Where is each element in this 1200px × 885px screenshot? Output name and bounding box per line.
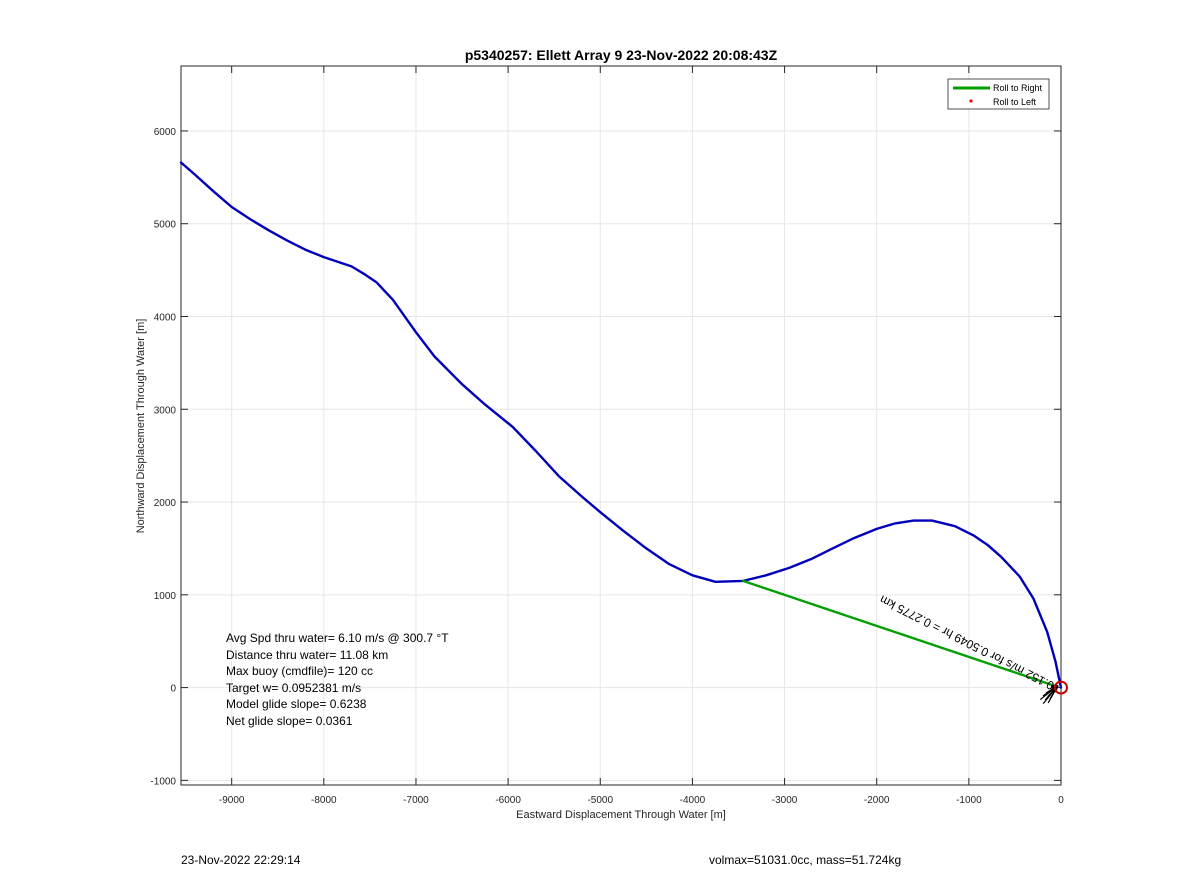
x-tick-label: -2000: [864, 795, 890, 806]
x-tick-label: -9000: [219, 795, 245, 806]
footer-volmax-mass: volmax=51031.0cc, mass=51.724kg: [709, 853, 901, 867]
x-tick-label: -5000: [587, 795, 613, 806]
x-axis-label: Eastward Displacement Through Water [m]: [516, 809, 726, 821]
y-tick-label: -1000: [150, 776, 176, 787]
end-position-marker: [1054, 680, 1068, 695]
net-glide-slope-text: Net glide slope= 0.0361: [226, 714, 353, 728]
x-tick-label: -4000: [680, 795, 706, 806]
target-w-text: Target w= 0.0952381 m/s: [226, 681, 361, 695]
x-tick-label: -8000: [311, 795, 337, 806]
footer-timestamp: 23-Nov-2022 22:29:14: [181, 853, 301, 867]
y-tick-label: 0: [170, 684, 176, 695]
x-tick-label: -6000: [495, 795, 521, 806]
y-tick-label: 2000: [154, 498, 177, 509]
distance-text: Distance thru water= 11.08 km: [226, 648, 388, 662]
trajectory-line: [179, 161, 1063, 689]
vector-label: 0.152 m/s for 0.5049 hr = 0.2775 km: [877, 592, 1056, 692]
model-glide-slope-text: Model glide slope= 0.6238: [226, 697, 367, 711]
axis-ticks: -9000 -8000 -7000 -6000 -5000 -4000 -3000 -2000…: [150, 66, 1064, 806]
legend-swatch-roll-left: [969, 99, 973, 103]
grid: [181, 66, 1062, 785]
legend: Roll to Right Roll to Left: [947, 78, 1050, 110]
y-tick-label: 1000: [154, 591, 177, 602]
legend-label-roll-left: Roll to Left: [993, 97, 1037, 107]
y-tick-label: 3000: [154, 405, 177, 416]
y-tick-label: 5000: [154, 220, 177, 231]
x-tick-label: -3000: [772, 795, 798, 806]
x-tick-label: -1000: [956, 795, 982, 806]
y-tick-label: 6000: [154, 127, 177, 138]
chart-title: p5340257: Ellett Array 9 23-Nov-2022 20:…: [465, 47, 778, 63]
avg-speed-text: Avg Spd thru water= 6.10 m/s @ 300.7 °T: [226, 631, 449, 645]
max-buoy-text: Max buoy (cmdfile)= 120 cc: [226, 664, 373, 678]
x-tick-label: 0: [1058, 795, 1064, 806]
y-tick-label: 4000: [154, 312, 177, 323]
series-layer: [179, 161, 1063, 689]
plot-frame: [180, 65, 1062, 786]
stats-annotation: Avg Spd thru water= 6.10 m/s @ 300.7 °T …: [226, 631, 449, 728]
legend-label-roll-right: Roll to Right: [993, 83, 1043, 93]
legend-box: [947, 78, 1050, 110]
x-tick-label: -7000: [403, 795, 429, 806]
roll-to-right-line: [741, 579, 1059, 688]
y-axis-label: Northward Displacement Through Water [m]: [135, 319, 147, 534]
arrow-layer: [1039, 680, 1068, 705]
